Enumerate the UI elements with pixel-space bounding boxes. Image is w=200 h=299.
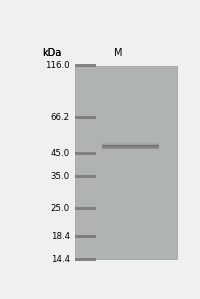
Bar [102, 142, 159, 143]
Bar [102, 151, 159, 152]
Bar [102, 146, 159, 147]
Bar [102, 146, 159, 147]
Text: 116.0: 116.0 [45, 61, 70, 70]
Text: M: M [114, 48, 122, 58]
Bar [102, 145, 159, 146]
Bar [75, 116, 96, 119]
Bar [75, 207, 96, 210]
Text: 45.0: 45.0 [51, 149, 70, 158]
Bar [102, 144, 159, 145]
Text: 66.2: 66.2 [51, 113, 70, 122]
Text: 18.4: 18.4 [51, 232, 70, 241]
Text: 14.4: 14.4 [51, 255, 70, 264]
Bar [102, 151, 159, 152]
Bar [75, 258, 96, 261]
Bar [102, 143, 159, 144]
Text: 25.0: 25.0 [51, 204, 70, 213]
Bar [75, 235, 96, 238]
Bar [102, 150, 159, 151]
Bar [102, 148, 159, 149]
Bar [102, 149, 159, 150]
Text: 35.0: 35.0 [51, 172, 70, 181]
Text: kDa: kDa [42, 48, 62, 58]
Bar [102, 144, 159, 145]
Bar [75, 64, 96, 67]
Bar [75, 175, 96, 178]
Bar [102, 141, 159, 142]
Bar [75, 152, 96, 155]
Bar [102, 147, 159, 148]
Bar [75, 66, 177, 259]
Bar [102, 145, 159, 146]
Bar [102, 148, 159, 149]
Bar [102, 149, 159, 150]
Text: kDa: kDa [42, 48, 62, 58]
Bar [102, 147, 159, 148]
Bar [102, 150, 159, 151]
